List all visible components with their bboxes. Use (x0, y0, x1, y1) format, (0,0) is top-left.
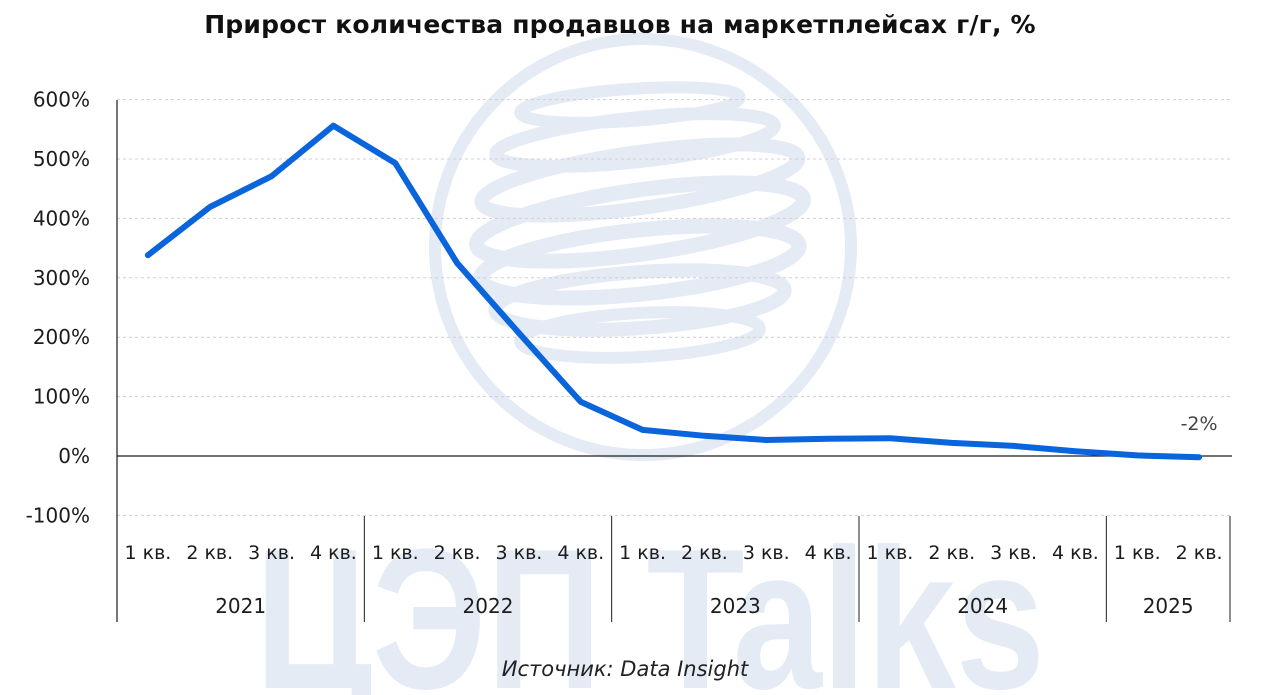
y-tick-label: 600% (33, 88, 90, 112)
x-tick-quarter: 2 кв. (186, 542, 233, 564)
x-tick-quarter: 3 кв. (495, 542, 542, 564)
axes (116, 100, 1232, 622)
x-tick-quarter: 3 кв. (990, 542, 1037, 564)
y-tick-label: -100% (26, 503, 90, 527)
x-tick-quarter: 4 кв. (805, 542, 852, 564)
x-tick-year: 2025 (1143, 594, 1194, 618)
x-tick-quarter: 3 кв. (743, 542, 790, 564)
source-note: Источник: Data Insight (501, 657, 749, 681)
x-tick-quarter: 4 кв. (310, 542, 357, 564)
watermark-text: ЦЭП Talks (255, 508, 1045, 695)
x-tick-year: 2023 (710, 594, 761, 618)
y-tick-label: 100% (33, 385, 90, 409)
y-axis-ticks: 600% 500% 400% 300% 200% 100% 0% -100% (26, 88, 90, 528)
x-tick-year: 2021 (215, 594, 266, 618)
y-tick-label: 400% (33, 206, 90, 230)
x-tick-quarter: 2 кв. (434, 542, 481, 564)
x-tick-year: 2022 (463, 594, 514, 618)
y-tick-label: 500% (33, 147, 90, 171)
globe-spiral-logo-icon (429, 33, 857, 461)
x-tick-quarter: 1 кв. (866, 542, 913, 564)
x-tick-quarter: 1 кв. (372, 542, 419, 564)
x-tick-year: 2024 (957, 594, 1008, 618)
x-tick-quarter: 3 кв. (248, 542, 295, 564)
series-line (144, 122, 1203, 461)
last-value-annotation: -2% (1181, 413, 1218, 435)
x-tick-quarter: 4 кв. (1052, 542, 1099, 564)
x-tick-quarter: 2 кв. (1176, 542, 1223, 564)
x-tick-quarter: 4 кв. (557, 542, 604, 564)
x-tick-quarter: 2 кв. (681, 542, 728, 564)
chart-title: Прирост количества продавцов на маркетпл… (204, 10, 1036, 39)
y-tick-label: 0% (58, 444, 90, 468)
x-tick-quarter: 1 кв. (124, 542, 171, 564)
x-tick-quarter: 1 кв. (1114, 542, 1161, 564)
y-tick-label: 200% (33, 325, 90, 349)
x-tick-quarter: 1 кв. (619, 542, 666, 564)
x-tick-quarter: 2 кв. (928, 542, 975, 564)
y-tick-label: 300% (33, 266, 90, 290)
watermark: ЦЭП Talks (255, 33, 1045, 695)
x-axis-labels: 1 кв. 2 кв. 3 кв. 4 кв. 2021 1 кв. 2 кв. 3 кв. 4… (124, 516, 1231, 622)
